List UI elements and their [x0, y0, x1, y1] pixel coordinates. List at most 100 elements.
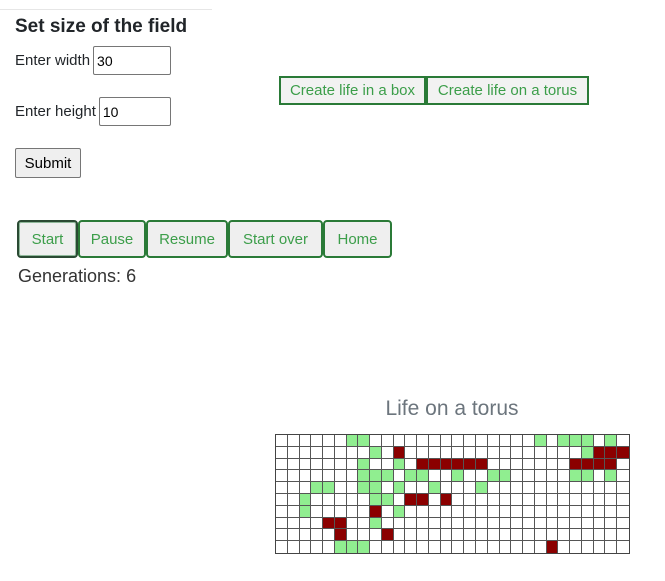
grid-cell[interactable]	[546, 435, 559, 447]
grid-cell[interactable]	[581, 482, 594, 494]
grid-cell[interactable]	[581, 470, 594, 483]
grid-cell[interactable]	[334, 517, 347, 530]
grid-cell[interactable]	[452, 505, 465, 518]
grid-cell[interactable]	[440, 529, 453, 542]
grid-cell[interactable]	[358, 458, 371, 471]
grid-cell[interactable]	[546, 493, 559, 506]
grid-cell[interactable]	[276, 458, 288, 471]
grid-cell[interactable]	[476, 482, 488, 494]
grid-cell[interactable]	[487, 517, 500, 530]
grid-cell[interactable]	[323, 482, 335, 494]
grid-cell[interactable]	[311, 470, 324, 483]
grid-cell[interactable]	[393, 435, 406, 447]
grid-cell[interactable]	[593, 493, 606, 506]
grid-cell[interactable]	[370, 435, 382, 447]
grid-cell[interactable]	[428, 482, 441, 494]
resume-button[interactable]: Resume	[146, 220, 228, 258]
grid-cell[interactable]	[405, 435, 418, 447]
grid-cell[interactable]	[476, 435, 488, 447]
grid-cell[interactable]	[299, 529, 312, 542]
grid-cell[interactable]	[523, 529, 535, 542]
grid-cell[interactable]	[499, 458, 512, 471]
grid-cell[interactable]	[381, 435, 394, 447]
grid-cell[interactable]	[570, 470, 582, 483]
grid-cell[interactable]	[570, 517, 582, 530]
grid-cell[interactable]	[487, 493, 500, 506]
create-life-box-button[interactable]: Create life in a box	[279, 76, 426, 105]
grid-cell[interactable]	[323, 458, 335, 471]
grid-cell[interactable]	[546, 482, 559, 494]
grid-cell[interactable]	[605, 529, 618, 542]
grid-cell[interactable]	[511, 493, 524, 506]
grid-cell[interactable]	[499, 529, 512, 542]
grid-cell[interactable]	[393, 529, 406, 542]
grid-cell[interactable]	[581, 529, 594, 542]
grid-cell[interactable]	[617, 505, 629, 518]
grid-cell[interactable]	[346, 517, 359, 530]
grid-cell[interactable]	[617, 482, 629, 494]
create-life-torus-button[interactable]: Create life on a torus	[426, 76, 589, 105]
grid-cell[interactable]	[499, 505, 512, 518]
grid-cell[interactable]	[287, 541, 300, 553]
grid-cell[interactable]	[476, 541, 488, 553]
grid-cell[interactable]	[276, 482, 288, 494]
grid-cell[interactable]	[358, 446, 371, 459]
grid-cell[interactable]	[299, 505, 312, 518]
grid-cell[interactable]	[487, 446, 500, 459]
grid-cell[interactable]	[511, 505, 524, 518]
grid-cell[interactable]	[417, 446, 429, 459]
grid-cell[interactable]	[346, 435, 359, 447]
grid-cell[interactable]	[393, 541, 406, 553]
grid-cell[interactable]	[605, 505, 618, 518]
grid-cell[interactable]	[299, 470, 312, 483]
grid-cell[interactable]	[593, 435, 606, 447]
grid-cell[interactable]	[581, 493, 594, 506]
grid-cell[interactable]	[417, 505, 429, 518]
grid-cell[interactable]	[334, 458, 347, 471]
grid-cell[interactable]	[358, 541, 371, 553]
grid-cell[interactable]	[370, 505, 382, 518]
grid-cell[interactable]	[276, 517, 288, 530]
grid-cell[interactable]	[370, 446, 382, 459]
grid-cell[interactable]	[287, 446, 300, 459]
home-button[interactable]: Home	[323, 220, 392, 258]
grid-cell[interactable]	[523, 470, 535, 483]
grid-cell[interactable]	[428, 541, 441, 553]
grid-cell[interactable]	[311, 529, 324, 542]
grid-cell[interactable]	[381, 517, 394, 530]
grid-cell[interactable]	[287, 458, 300, 471]
start-button[interactable]: Start	[17, 220, 78, 258]
grid-cell[interactable]	[487, 435, 500, 447]
grid-cell[interactable]	[323, 517, 335, 530]
grid-cell[interactable]	[570, 435, 582, 447]
grid-cell[interactable]	[617, 517, 629, 530]
grid-cell[interactable]	[558, 505, 571, 518]
grid-cell[interactable]	[334, 470, 347, 483]
grid-cell[interactable]	[558, 482, 571, 494]
grid-cell[interactable]	[464, 446, 477, 459]
grid-cell[interactable]	[276, 505, 288, 518]
grid-cell[interactable]	[534, 505, 547, 518]
grid-cell[interactable]	[370, 541, 382, 553]
grid-cell[interactable]	[523, 435, 535, 447]
grid-cell[interactable]	[323, 435, 335, 447]
grid-cell[interactable]	[593, 482, 606, 494]
grid-cell[interactable]	[358, 529, 371, 542]
grid-cell[interactable]	[476, 529, 488, 542]
grid-cell[interactable]	[570, 458, 582, 471]
grid-cell[interactable]	[381, 529, 394, 542]
grid-cell[interactable]	[546, 470, 559, 483]
grid-cell[interactable]	[452, 529, 465, 542]
grid-cell[interactable]	[417, 541, 429, 553]
grid-cell[interactable]	[311, 446, 324, 459]
grid-cell[interactable]	[464, 482, 477, 494]
grid-cell[interactable]	[617, 470, 629, 483]
grid-cell[interactable]	[405, 517, 418, 530]
grid-cell[interactable]	[428, 435, 441, 447]
grid-cell[interactable]	[511, 541, 524, 553]
grid-cell[interactable]	[417, 517, 429, 530]
grid-cell[interactable]	[358, 505, 371, 518]
grid-cell[interactable]	[311, 541, 324, 553]
grid-cell[interactable]	[393, 458, 406, 471]
grid-cell[interactable]	[511, 517, 524, 530]
